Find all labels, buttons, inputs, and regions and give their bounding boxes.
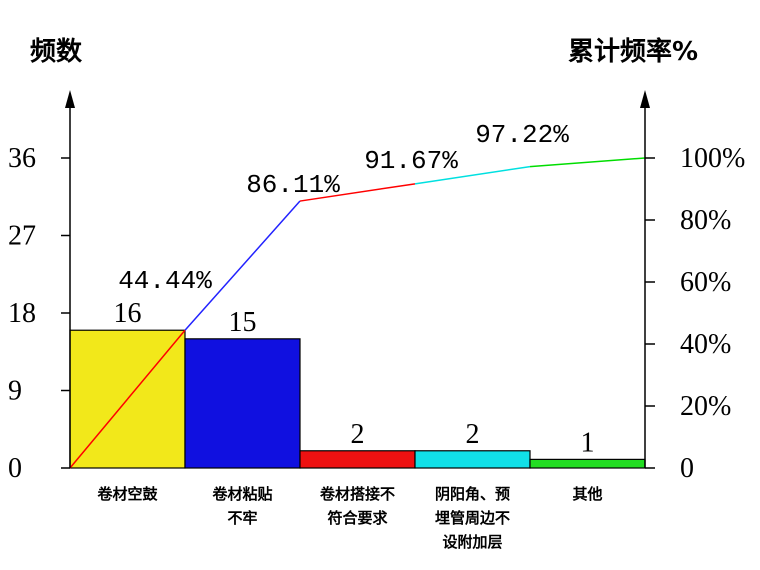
category-label-line: 卷材空鼓 <box>96 485 158 503</box>
bar <box>184 338 301 469</box>
cumulative-line-segment <box>529 157 646 168</box>
bar-value-label: 1 <box>581 427 595 458</box>
category-label-line: 设附加层 <box>442 533 502 551</box>
cumulative-line-segment <box>184 200 301 331</box>
right-tick-label: 40% <box>680 329 731 360</box>
category-label: 卷材粘贴不牢 <box>211 485 272 527</box>
right-tick-label: 20% <box>680 391 731 422</box>
right-tick-label: 80% <box>680 205 731 236</box>
right-axis-title: 累计频率% <box>568 36 698 67</box>
category-label: 阴阳角、预埋管周边不设附加层 <box>435 485 510 551</box>
left-tick-label: 0 <box>8 453 22 484</box>
category-label: 其他 <box>572 485 602 503</box>
category-label-line: 符合要求 <box>327 509 388 527</box>
right-tick-label: 100% <box>680 143 745 174</box>
category-label-line: 其他 <box>572 485 602 503</box>
cumulative-line-segment <box>414 165 531 185</box>
category-label-line: 卷材搭接不 <box>319 485 395 503</box>
category-label-line: 埋管周边不 <box>435 509 510 527</box>
category-label-line: 不牢 <box>227 509 257 527</box>
category-label: 卷材空鼓 <box>96 485 158 503</box>
left-axis-arrow <box>65 90 75 108</box>
left-tick-label: 18 <box>8 298 36 329</box>
left-tick-label: 27 <box>8 221 36 252</box>
bar-value-label: 2 <box>466 419 480 450</box>
cumulative-percent-label: 86.11% <box>246 170 340 200</box>
right-tick-label: 60% <box>680 267 731 298</box>
cumulative-percent-label: 91.67% <box>364 146 458 176</box>
bar <box>529 458 646 469</box>
bar-value-label: 16 <box>114 298 142 329</box>
category-label: 卷材搭接不符合要求 <box>319 485 395 527</box>
bar <box>299 450 416 469</box>
bar-value-label: 15 <box>229 307 257 338</box>
left-tick-label: 9 <box>8 376 22 407</box>
cumulative-line-segment <box>69 329 186 469</box>
left-tick-label: 36 <box>8 143 36 174</box>
right-axis-arrow <box>640 90 650 108</box>
bar <box>414 450 531 469</box>
cumulative-percent-label: 97.22% <box>475 120 569 150</box>
chart-marks: 16 15 2 2 1 44.44% 86.11% 91.67% 97.22% 0 9 18 27 36 0… <box>8 90 745 551</box>
cumulative-percent-label: 44.44% <box>118 266 212 296</box>
category-label-line: 卷材粘贴 <box>211 485 272 503</box>
category-label-line: 阴阳角、预 <box>435 485 510 503</box>
cumulative-line-segment <box>299 183 416 202</box>
right-tick-label: 0 <box>680 453 694 484</box>
left-axis-title: 频数 <box>30 37 83 67</box>
bar-value-label: 2 <box>351 419 365 450</box>
